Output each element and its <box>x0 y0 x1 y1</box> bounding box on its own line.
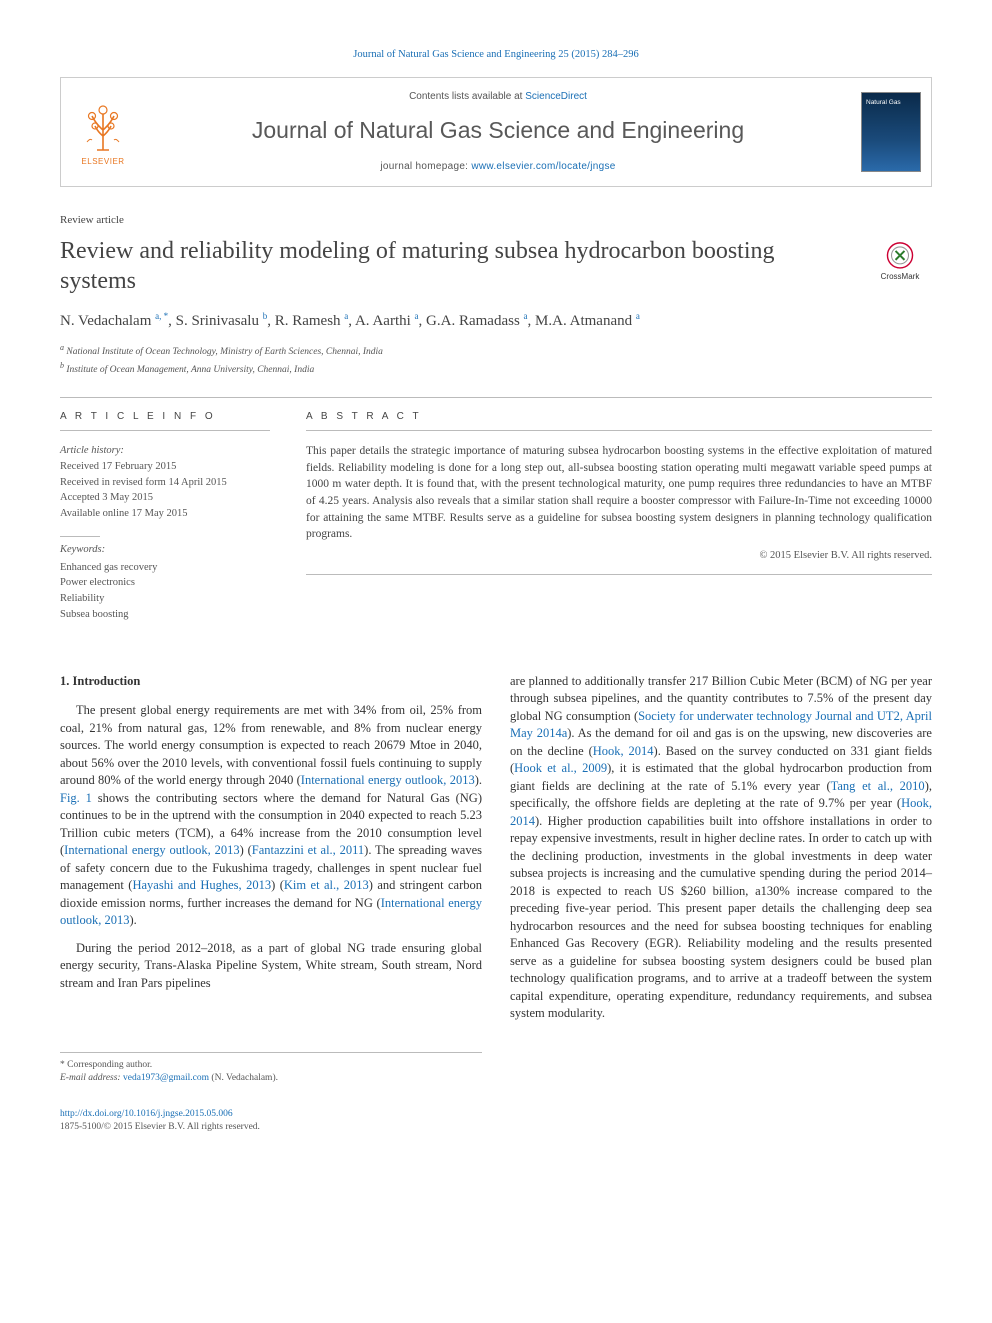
online-date: Available online 17 May 2015 <box>60 508 188 519</box>
body-two-columns: 1. Introduction The present global energ… <box>60 673 932 1086</box>
title-row: Review and reliability modeling of matur… <box>60 236 932 310</box>
affiliations: a National Institute of Ocean Technology… <box>60 342 932 377</box>
article-type-label: Review article <box>60 213 932 228</box>
fig-link[interactable]: Fig. 1 <box>60 791 92 805</box>
ref-link[interactable]: Fantazzini et al., 2011 <box>252 843 364 857</box>
keywords-label: Keywords: <box>60 543 270 558</box>
abstract-divider <box>306 430 932 431</box>
keyword: Subsea boosting <box>60 609 129 620</box>
ref-link[interactable]: Hook et al., 2009 <box>514 761 607 775</box>
abstract-text: This paper details the strategic importa… <box>306 443 932 543</box>
accepted-date: Accepted 3 May 2015 <box>60 492 153 503</box>
contents-prefix: Contents lists available at <box>409 91 525 102</box>
keyword: Enhanced gas recovery <box>60 562 157 573</box>
elsevier-tree-icon <box>78 102 128 152</box>
homepage-prefix: journal homepage: <box>380 161 471 172</box>
authors-line: N. Vedachalam a, *, S. Srinivasalu b, R.… <box>60 310 932 332</box>
keyword: Reliability <box>60 593 104 604</box>
doi-link[interactable]: http://dx.doi.org/10.1016/j.jngse.2015.0… <box>60 1109 233 1119</box>
body-paragraph: During the period 2012–2018, as a part o… <box>60 940 482 993</box>
homepage-link[interactable]: www.elsevier.com/locate/jngse <box>471 161 615 172</box>
affiliation-a: a National Institute of Ocean Technology… <box>60 342 932 359</box>
history-label: Article history: <box>60 445 124 456</box>
elsevier-logo[interactable]: ELSEVIER <box>72 102 134 174</box>
ref-link[interactable]: International energy outlook, 2013 <box>301 773 475 787</box>
info-abstract-row: A R T I C L E I N F O Article history: R… <box>60 410 932 636</box>
body-column-left: 1. Introduction The present global energ… <box>60 673 482 1086</box>
article-info-column: A R T I C L E I N F O Article history: R… <box>60 410 270 636</box>
header-center: Contents lists available at ScienceDirec… <box>145 78 851 186</box>
cover-cell: Natural Gas <box>851 78 931 186</box>
body-column-right: are planned to additionally transfer 217… <box>510 673 932 1086</box>
publisher-logo-cell: ELSEVIER <box>61 78 145 186</box>
journal-header-box: ELSEVIER Contents lists available at Sci… <box>60 77 932 187</box>
journal-name: Journal of Natural Gas Science and Engin… <box>153 114 843 146</box>
page-container: Journal of Natural Gas Science and Engin… <box>0 0 992 1174</box>
keywords-list: Enhanced gas recovery Power electronics … <box>60 560 270 623</box>
body-paragraph: The present global energy requirements a… <box>60 702 482 930</box>
email-link[interactable]: veda1973@gmail.com <box>123 1073 209 1083</box>
corresponding-label: * Corresponding author. <box>60 1059 482 1072</box>
info-divider-2 <box>60 536 100 537</box>
ref-link[interactable]: Hayashi and Hughes, 2013 <box>132 878 271 892</box>
citation-link[interactable]: Journal of Natural Gas Science and Engin… <box>353 49 638 60</box>
article-title: Review and reliability modeling of matur… <box>60 236 848 296</box>
divider-top <box>60 397 932 398</box>
abstract-column: A B S T R A C T This paper details the s… <box>306 410 932 636</box>
email-line: E-mail address: veda1973@gmail.com (N. V… <box>60 1072 482 1085</box>
ref-link[interactable]: Kim et al., 2013 <box>284 878 369 892</box>
journal-cover-thumbnail[interactable]: Natural Gas <box>861 92 921 172</box>
ref-link[interactable]: International energy outlook, 2013 <box>64 843 239 857</box>
revised-date: Received in revised form 14 April 2015 <box>60 477 227 488</box>
abstract-heading: A B S T R A C T <box>306 410 932 424</box>
keyword: Power electronics <box>60 577 135 588</box>
homepage-line: journal homepage: www.elsevier.com/locat… <box>153 160 843 174</box>
ref-link[interactable]: Tang et al., 2010 <box>831 779 925 793</box>
ref-link[interactable]: Hook, 2014 <box>593 744 654 758</box>
abstract-divider-bottom <box>306 574 932 575</box>
info-divider-1 <box>60 430 270 431</box>
sciencedirect-link[interactable]: ScienceDirect <box>525 91 587 102</box>
corresponding-author-footer: * Corresponding author. E-mail address: … <box>60 1052 482 1086</box>
email-suffix: (N. Vedachalam). <box>209 1073 278 1083</box>
received-date: Received 17 February 2015 <box>60 461 176 472</box>
elsevier-label: ELSEVIER <box>81 156 124 167</box>
doi-footer: http://dx.doi.org/10.1016/j.jngse.2015.0… <box>60 1108 932 1135</box>
issn-line: 1875-5100/© 2015 Elsevier B.V. All right… <box>60 1122 260 1132</box>
cover-title: Natural Gas <box>866 99 916 106</box>
article-history: Article history: Received 17 February 20… <box>60 443 270 522</box>
article-info-heading: A R T I C L E I N F O <box>60 410 270 424</box>
affiliation-b: b Institute of Ocean Management, Anna Un… <box>60 360 932 377</box>
top-citation: Journal of Natural Gas Science and Engin… <box>60 48 932 63</box>
crossmark-label: CrossMark <box>881 271 920 282</box>
email-label: E-mail address: <box>60 1073 123 1083</box>
intro-heading: 1. Introduction <box>60 673 482 691</box>
contents-line: Contents lists available at ScienceDirec… <box>153 90 843 104</box>
crossmark-icon <box>885 242 915 269</box>
copyright-line: © 2015 Elsevier B.V. All rights reserved… <box>306 549 932 564</box>
crossmark-badge[interactable]: CrossMark <box>868 242 932 282</box>
body-paragraph: are planned to additionally transfer 217… <box>510 673 932 1023</box>
